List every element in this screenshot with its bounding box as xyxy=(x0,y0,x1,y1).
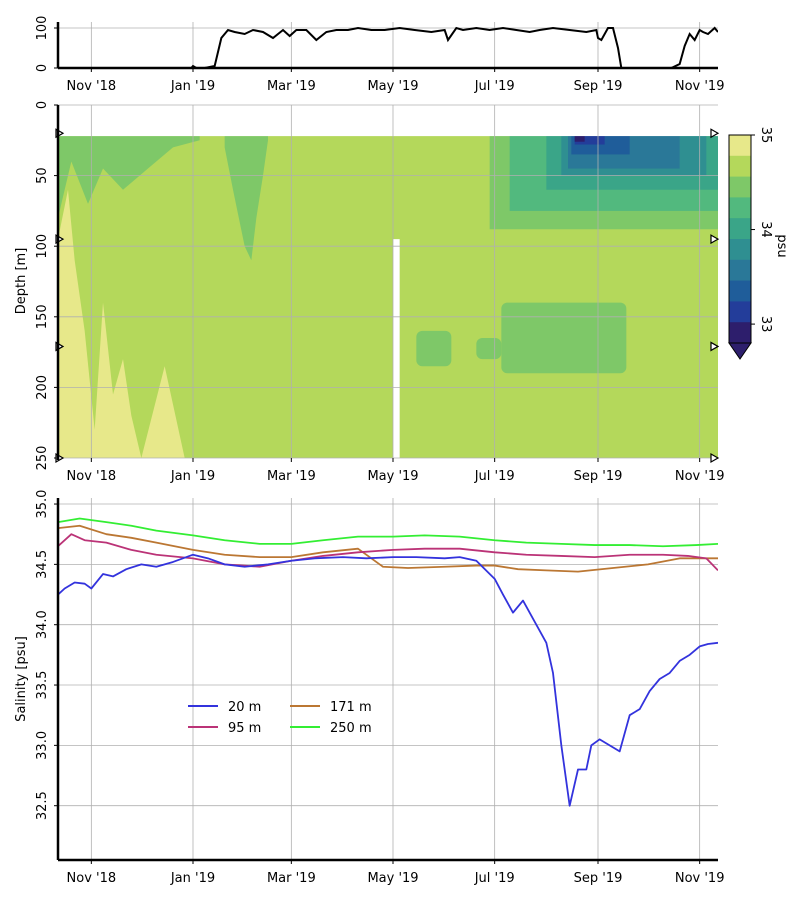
depth-marker-right xyxy=(710,234,720,245)
winter-upper-layer xyxy=(58,136,200,218)
bot-ytick-label: 34.5 xyxy=(35,550,50,579)
bot-ytick-label: 35.0 xyxy=(35,490,50,519)
legend-label: 95 m xyxy=(228,721,261,736)
colorbar-tick-label: 33 xyxy=(758,316,773,333)
colorbar-bin xyxy=(729,280,751,302)
salinity-heatmap xyxy=(58,105,718,458)
colorbar-bin xyxy=(729,176,751,198)
top-xtick-label: Sep '19 xyxy=(574,79,623,94)
data-gap xyxy=(393,239,400,458)
legend: 20 m 95 m 171 m 250 m xyxy=(188,700,372,736)
bot-xtick-label: May '19 xyxy=(367,871,418,886)
ticks-mid: 0 50 100 150 200 250 Nov '18 Jan '19 Mar '19 May … xyxy=(35,101,724,484)
colorbar-bin xyxy=(729,135,751,157)
colorbar-bin xyxy=(729,322,751,344)
salinity-depth-panel: 0 50 100 150 200 250 Nov '18 Jan '19 Mar '19 May … xyxy=(14,101,789,484)
legend-label: 20 m xyxy=(228,700,261,715)
series-line xyxy=(58,553,718,807)
mid-ytick-label: 50 xyxy=(35,167,50,184)
mid-xtick-label: May '19 xyxy=(367,469,418,484)
colorbar-label: psu xyxy=(774,234,789,257)
colorbar-extend xyxy=(728,342,752,360)
colorbar-bin xyxy=(729,259,751,282)
colorbar: 33 34 35 xyxy=(728,127,773,360)
series-line xyxy=(58,517,718,548)
mid-ytick-label: 150 xyxy=(35,304,50,329)
bot-xtick-label: Nov '18 xyxy=(67,871,117,886)
ice-concentration-line xyxy=(58,26,718,68)
mid-ytick-label: 100 xyxy=(35,234,50,259)
ylabel-bot: Salinity [psu] xyxy=(14,636,29,722)
ticks-top: 0 100 Nov '18 Jan '19 Mar '19 May '19 Jul '19 S… xyxy=(35,16,724,94)
ylabel-mid: Depth [m] xyxy=(14,248,29,315)
top-xtick-label: Mar '19 xyxy=(267,79,316,94)
colorbar-bin xyxy=(729,155,751,178)
grid-bot xyxy=(58,498,718,860)
bot-ytick-label: 33.5 xyxy=(35,671,50,700)
top-xtick-label: Nov '19 xyxy=(675,79,725,94)
ice-concentration-panel: 0 100 Nov '18 Jan '19 Mar '19 May '19 Jul '19 S… xyxy=(35,16,724,94)
ice-concentration-series xyxy=(58,26,718,68)
salinity-timeseries-panel: 32.5 33.0 33.5 34.0 34.5 35.0 Nov '18 Jan '19 Ma… xyxy=(14,490,724,886)
depth-marker-right xyxy=(710,341,720,352)
colorbar-tick-label: 35 xyxy=(758,127,773,144)
bot-xtick-label: Sep '19 xyxy=(574,871,623,886)
mid-ytick-label: 0 xyxy=(35,101,50,109)
colorbar-tick-label: 34 xyxy=(758,221,773,238)
bot-xtick-label: Jul '19 xyxy=(474,871,515,886)
colorbar-bin xyxy=(729,239,751,261)
deep-fresh-layer xyxy=(416,330,452,367)
bot-xtick-label: Nov '19 xyxy=(675,871,725,886)
mid-xtick-label: Mar '19 xyxy=(267,469,316,484)
top-ytick-label: 0 xyxy=(35,64,50,72)
grid-mid xyxy=(58,104,718,459)
bot-xtick-label: Jan '19 xyxy=(170,871,215,886)
salty-bottom-water xyxy=(58,189,185,458)
depth-marker-right xyxy=(710,128,720,139)
mid-xtick-label: Nov '19 xyxy=(675,469,725,484)
mid-ytick-label: 250 xyxy=(35,446,50,471)
top-ytick-label: 100 xyxy=(35,16,50,41)
mid-xtick-label: Jan '19 xyxy=(170,469,215,484)
bot-xtick-label: Mar '19 xyxy=(267,871,316,886)
legend-label: 171 m xyxy=(330,700,372,715)
depth-marker-right xyxy=(710,452,720,464)
series-line xyxy=(58,524,718,573)
winter-upper-layer-2 xyxy=(224,136,268,261)
ticks-bot: 32.5 33.0 33.5 34.0 34.5 35.0 Nov '18 Jan '19 Ma… xyxy=(35,490,724,886)
deep-fresh-layer xyxy=(501,302,627,374)
mid-xtick-label: Jul '19 xyxy=(474,469,515,484)
top-xtick-label: Nov '18 xyxy=(67,79,117,94)
series-line xyxy=(58,533,718,572)
deep-fresh-layer xyxy=(476,337,502,360)
no-data-surface xyxy=(58,105,718,137)
bot-ytick-label: 33.0 xyxy=(35,731,50,760)
colorbar-bin xyxy=(729,197,751,219)
top-xtick-label: May '19 xyxy=(367,79,418,94)
top-xtick-label: Jul '19 xyxy=(474,79,515,94)
mid-xtick-label: Sep '19 xyxy=(574,469,623,484)
summer-freshening-band xyxy=(574,136,605,145)
top-xtick-label: Jan '19 xyxy=(170,79,215,94)
bot-ytick-label: 34.0 xyxy=(35,610,50,639)
legend-label: 250 m xyxy=(330,721,372,736)
bot-ytick-label: 32.5 xyxy=(35,791,50,820)
colorbar-frame xyxy=(728,134,752,344)
summer-freshening-band xyxy=(574,136,585,142)
mid-ytick-label: 200 xyxy=(35,375,50,400)
mid-xtick-label: Nov '18 xyxy=(67,469,117,484)
colorbar-bin xyxy=(729,301,751,323)
salinity-series xyxy=(58,517,718,807)
colorbar-bin xyxy=(729,218,751,240)
